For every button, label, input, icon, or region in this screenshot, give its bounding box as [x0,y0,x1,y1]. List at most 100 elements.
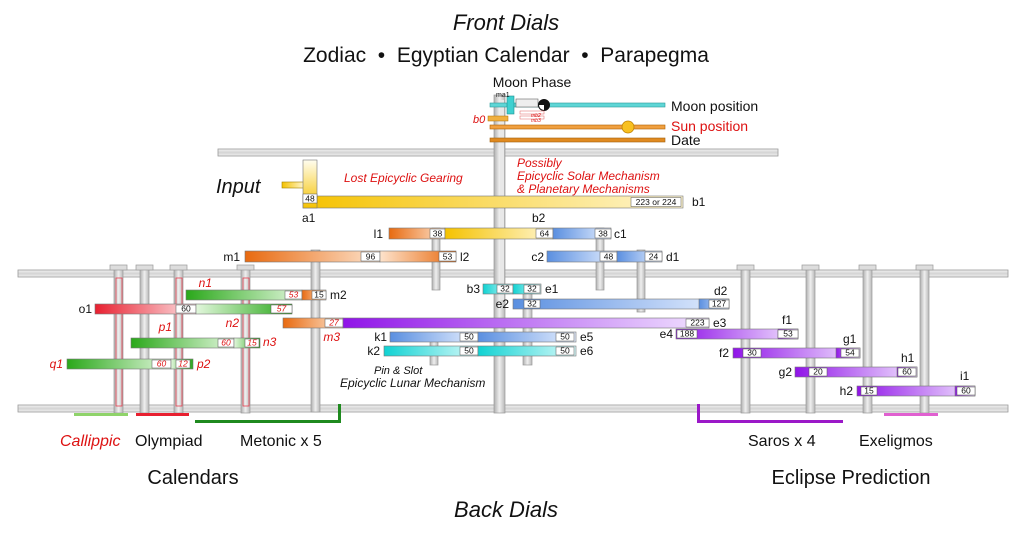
gear-k1: 50 k1 [374,330,479,344]
moon-phase-label: Moon Phase [493,74,572,90]
gear-c1-label: c1 [614,227,627,241]
gear-e2-teeth: 32 [527,299,537,309]
pin-slot-label: Pin & Slot [374,365,423,377]
gear-l1: 38 l1 [374,227,446,241]
gear-m1: 96 m1 [223,250,381,264]
gear-d1-teeth: 24 [649,252,659,262]
gear-f2-tooth-box [742,348,762,358]
gear-h2-teeth: 15 [864,386,874,396]
gear-m2-teeth: 15 [314,290,324,300]
gear-p1-label: p1 [158,320,172,334]
gear-k2-teeth: 50 [464,346,474,356]
gear-e4-tooth-box [676,329,698,339]
gear-g1-tooth-box [840,348,860,358]
gear-n1-body [185,289,303,301]
gear-k2-label: k2 [367,344,380,358]
gear-n3-tooth-box [244,338,260,348]
gear-e6-body [477,345,577,357]
gear-n3-teeth: 15 [247,338,257,348]
gear-n2-tooth-box [270,304,293,314]
gear-o1-teeth: 60 [181,304,191,314]
gear-g2-teeth: 20 [813,367,823,377]
gear-p1-teeth: 60 [221,338,231,348]
epicyclic-lunar-label: Epicyclic Lunar Mechanism [340,376,485,390]
calendars-label: Calendars [147,467,238,489]
gear-n3: 15 n3 [233,335,277,349]
gear-i1-label: i1 [960,369,970,383]
b0-gear [487,115,509,122]
gear-e1-tooth-box [523,284,541,294]
front-dials-title: Front Dials [453,10,559,35]
gear-e2-tooth-box [523,299,541,309]
gear-b1-body [302,195,684,209]
gear-e5: 50 e5 [477,330,594,344]
gear-e6: 50 e6 [477,344,594,358]
gear-c1-teeth: 38 [598,229,608,239]
gear-d1-label: d1 [666,250,680,264]
gear-e2: 32 e2 [496,297,730,311]
mb3-label: mb3 [531,118,541,124]
gear-q1-label: q1 [50,357,63,371]
gear-o1-label: o1 [79,302,93,316]
gear-e6-teeth: 50 [560,346,570,356]
gear-e5-teeth: 50 [560,332,570,342]
gear-e3-tooth-box [685,318,710,328]
epicyclic-solar-label: Epicyclic Solar Mechanism [517,169,660,183]
planetary-label: & Planetary Mechanisms [517,182,650,196]
axle-g [805,267,816,414]
gear-n3-label: n3 [263,335,277,349]
gear-n1-label: n1 [199,276,212,290]
saros-label: Saros x 4 [748,433,816,450]
gear-f1-teeth: 53 [783,329,793,339]
ma1-gear [506,95,515,115]
gear-m1-label: m1 [223,250,240,264]
gear-b1: 223 or 224 b1 [302,195,706,209]
gear-d2-label: d2 [714,284,728,298]
gear-f1-label: f1 [782,313,792,327]
gear-h2-label: h2 [840,384,854,398]
metonic-label: Metonic x 5 [240,433,322,450]
gear-l2-teeth: 53 [443,252,453,262]
axle-b [493,94,506,414]
gear-k1-label: k1 [374,330,387,344]
saros-pointer [698,420,843,423]
gear-e1: 32 e1 [512,282,559,296]
gear-l1-label: l1 [374,227,384,241]
gear-h2: 15 h2 [840,384,976,398]
gear-d1: 24 d1 [616,250,680,264]
gear-m2-tooth-box [311,290,327,300]
exeligmos-label: Exeligmos [859,433,933,450]
gear-e3-body [342,317,710,329]
gear-m3-label: m3 [323,330,340,344]
gear-c2: 48 c2 [531,250,618,264]
gear-d1-tooth-box [644,251,663,262]
gear-c1-tooth-box [594,228,612,239]
gear-e3-label: e3 [713,316,727,330]
olympiad-label: Olympiad [135,433,203,450]
gear-g1-teeth: 54 [845,348,855,358]
gear-e4-teeth: 188 [680,329,694,339]
gear-h1-teeth: 60 [902,367,912,377]
gear-p2-tooth-box [175,359,191,369]
axle-f [740,267,751,414]
gear-o1: 60 o1 [79,302,197,316]
gear-l2-label: l2 [460,250,470,264]
date-label: Date [671,132,701,148]
gear-e4: 188 e4 [660,327,799,341]
gear-e5-label: e5 [580,330,594,344]
gear-m3-teeth: 27 [328,318,339,328]
callippic-pointer [74,413,128,416]
gear-h1-label: h1 [901,351,915,365]
gear-l2-tooth-box [438,251,457,262]
gear-b2-label: b2 [532,211,546,225]
gear-i1-teeth: 60 [961,386,971,396]
gear-f1-tooth-box [777,329,799,339]
gear-m2-label: m2 [330,288,347,302]
middle-plate [17,269,1009,278]
